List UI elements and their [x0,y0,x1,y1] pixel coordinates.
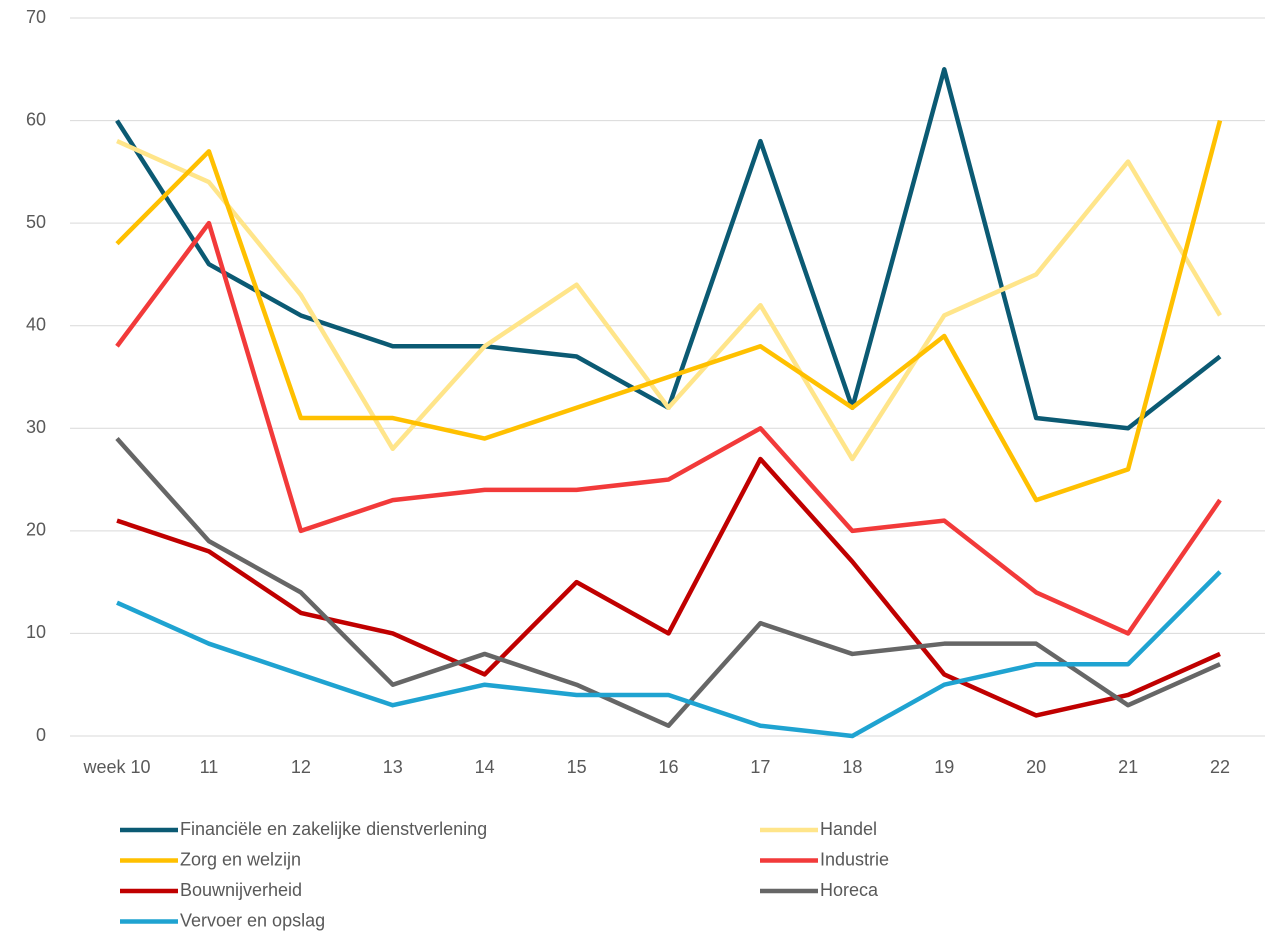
y-tick-label: 60 [26,109,46,129]
x-tick-label: 13 [383,757,403,777]
y-tick-label: 40 [26,314,46,334]
x-tick-label: 16 [658,757,678,777]
series-line [115,437,1221,728]
x-tick-label: 15 [567,757,587,777]
y-tick-label: 50 [26,212,46,232]
series-line [116,456,1221,718]
legend-label: Zorg en welzijn [180,849,301,869]
x-tick-label: 20 [1026,757,1046,777]
legend-label: Bouwnijverheid [180,880,302,900]
legend-label: Financiële en zakelijke dienstverlening [180,819,487,839]
series-line [115,220,1222,636]
y-tick-label: 30 [26,417,46,437]
x-tick-label: 19 [934,757,954,777]
x-tick-label: 14 [475,757,495,777]
series-line [115,119,1223,503]
x-tick-label: 17 [750,757,770,777]
series-line [116,139,1222,462]
series-line [116,570,1222,739]
x-tick-label: 22 [1210,757,1230,777]
legend-label: Handel [820,819,877,839]
x-tick-label: 12 [291,757,311,777]
legend-label: Horeca [820,880,879,900]
y-tick-label: 0 [36,725,46,745]
legend-label: Industrie [820,849,889,869]
x-tick-label: 21 [1118,757,1138,777]
y-tick-label: 10 [26,622,46,642]
legend-label: Vervoer en opslag [180,910,325,930]
x-tick-label: 11 [200,757,219,777]
x-tick-label: week 10 [82,757,150,777]
x-tick-label: 18 [842,757,862,777]
y-tick-label: 70 [26,7,46,27]
y-tick-label: 20 [26,520,46,540]
